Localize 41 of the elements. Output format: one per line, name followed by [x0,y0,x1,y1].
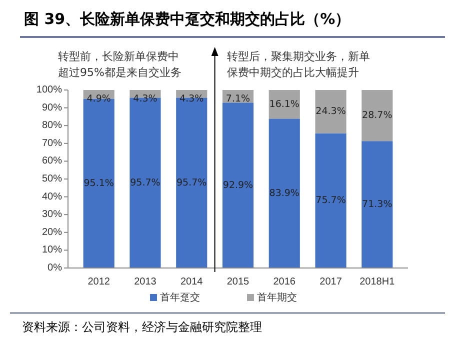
bar [268,118,300,268]
y-tick-label: 90% [42,102,62,114]
text: 转型前，长险新单保费中超过95%都是来自交业务 [58,50,182,79]
data-label: 92.9% [222,180,254,191]
x-tick-label: 2012 [88,276,110,288]
x-tick-label: 2016 [273,276,296,288]
x-tick-label: 2015 [226,276,250,288]
data-label: 24.3% [316,106,346,118]
bar [315,133,346,268]
x-tick-label: 2013 [134,276,157,288]
y-tick-label: 100% [36,84,62,96]
y-tick-label: 20% [42,226,62,238]
x-tick-label: 2017 [320,276,342,288]
data-label: 75.7% [316,195,346,206]
chart-title: 图 39、长险新单保费中趸交和期交的占比（%） [24,10,350,28]
data-label: 95.7% [176,177,207,188]
data-label: 7.1% [226,94,250,104]
x-tick-label: 2014 [180,276,204,288]
data-label: 16.1% [269,98,300,110]
y-tick-label: 40% [42,191,62,202]
y-tick-label: 70% [42,138,62,149]
text: 资料来源：公司资料，经济与金融研究院整理 [22,320,262,334]
data-label: 83.9% [269,188,300,199]
y-tick-label: 30% [42,209,62,220]
data-label: 95.1% [84,178,114,189]
data-label: 95.7% [130,177,160,188]
bar [222,102,254,268]
bar [315,90,346,134]
y-tick-label: 50% [42,174,62,184]
y-tick-label: 10% [42,244,62,256]
y-tick-label: 60% [42,156,62,167]
y-tick-label: 80% [42,120,62,132]
text: 转型后，聚集期交业务，新单保费中期交的占比大幅提升 [227,50,370,79]
y-tick-label: 0% [48,262,62,274]
data-label: 71.3% [362,199,392,210]
bar [362,141,393,268]
data-label: 28.7% [362,110,392,122]
bar [362,90,393,142]
legend-label: 首年期交 [257,292,297,304]
legend-label: 首年趸交 [160,292,200,304]
x-tick-label: 2018H1 [360,276,396,288]
